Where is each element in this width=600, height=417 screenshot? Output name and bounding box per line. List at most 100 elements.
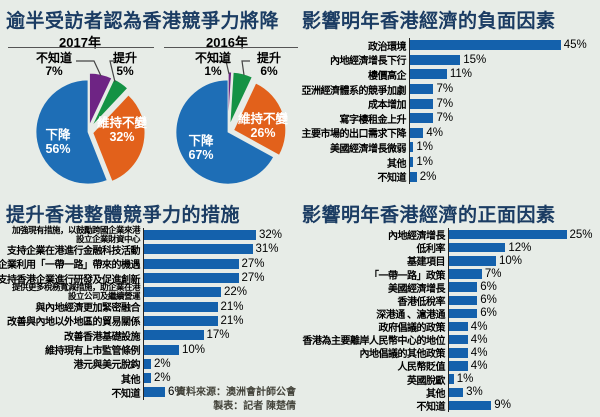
bar-row: 主要市場的出口需求下降 4%: [301, 125, 598, 141]
divider-line: [164, 47, 298, 49]
bar-row: 內地經濟增長下行 15%: [302, 52, 598, 68]
bar-track: 2%: [143, 356, 298, 371]
pie-chart-2016: 2016年 不知道 1% 提升 6% 下降 67% 維持不變 26%: [156, 32, 298, 198]
bar-row: 香港低稅率 6%: [302, 293, 598, 308]
bar-row: 「一帶一路」政策 7%: [302, 267, 598, 282]
bar-row: 支持企業在港進行金融科技活動 31%: [6, 242, 298, 257]
bar-row: 人民幣貶值 4%: [302, 359, 598, 373]
bar-track: 7%: [448, 267, 598, 281]
bar-category-label: 改善與內地以外地區的貿易關係: [7, 317, 141, 329]
pie-callout-label: 不知道 7%: [35, 51, 72, 78]
bar-category-label: 深港通 、滬港通: [376, 309, 445, 321]
section-title-measures: 提升香港整體競爭力的措施: [6, 205, 241, 226]
bar-category-label: 低利率: [416, 244, 446, 256]
bar-value: 1%: [416, 156, 433, 169]
bar: [410, 142, 414, 153]
bar-row: 改善香港基礎設施 17%: [6, 328, 298, 343]
bar-value: 10%: [499, 254, 523, 267]
bar-row: 香港為主要離岸人民幣中心的地位 4%: [302, 333, 598, 348]
pie-2016-svg: [175, 60, 287, 185]
pointer-line: [214, 60, 230, 75]
bar-row: 樓價高企 11%: [302, 67, 598, 82]
bar-row: 支持香港企業進行研發及促進創新 27%: [0, 270, 298, 286]
bar: [410, 84, 434, 95]
bar: [449, 308, 478, 319]
bar-value: 7%: [436, 97, 454, 110]
bar-track: 6%: [448, 306, 598, 320]
bar-value: 17%: [206, 329, 230, 342]
bar: [449, 400, 492, 411]
bar-value: 9%: [494, 399, 511, 412]
bar-track: 27%: [143, 270, 298, 286]
bar-value: 1%: [416, 141, 433, 154]
bar-track: 27%: [143, 256, 298, 271]
bar-track: 4%: [448, 346, 598, 360]
bar-value: 22%: [224, 286, 248, 299]
bar-track: 17%: [143, 328, 298, 343]
bar-category-label: 提供更多稅務寬減措施，助企業在港 設立公司及繼續營運: [11, 282, 141, 302]
bar-category-label: 加強現有措施，以鼓勵跨國企業來港 設立企業財資中心: [11, 224, 141, 245]
bar-row: 內地經濟增長 25%: [302, 228, 598, 243]
bar-value: 2%: [154, 357, 171, 370]
credit-line: 製表：記者 陳楚倩: [213, 401, 296, 412]
bar-track: 6%: [448, 293, 598, 307]
bar-row: 其他 2%: [6, 370, 298, 386]
bar: [144, 244, 253, 255]
pie-chart-2017: 2017年 不知道 7% 提升 5% 下降 56% 維持不變 32%: [6, 32, 154, 198]
bar-category-label: 其他: [387, 158, 407, 170]
bar-value: 10%: [182, 343, 206, 356]
bar: [144, 373, 151, 384]
bar: [449, 361, 468, 371]
bar-track: 11%: [409, 67, 598, 82]
bar-category-label: 內地經濟增長: [388, 231, 446, 243]
bar-value: 7%: [484, 267, 502, 280]
bar-category-label: 其他: [426, 388, 446, 400]
bar-track: 15%: [409, 52, 598, 68]
pie-callout-label: 不知道 1%: [194, 51, 231, 78]
bar-category-label: 樓價高企: [368, 70, 407, 82]
bar: [449, 229, 567, 240]
bar-track: 2%: [409, 169, 598, 184]
bar-row: 與內地經濟更加緊密融合 21%: [6, 299, 298, 315]
bar-category-label: 支持香港企業進行研發及促進創新: [0, 274, 140, 286]
bar-row: 成本增加 7%: [302, 96, 598, 111]
bar-track: 7%: [409, 96, 598, 111]
bar: [449, 295, 478, 306]
bar-category-label: 主要市場的出口需求下降: [301, 129, 407, 141]
bar-value: 4%: [426, 126, 444, 139]
bar-value: 11%: [449, 68, 473, 81]
bar-category-label: 香港為主要離岸人民幣中心的地位: [302, 336, 446, 348]
bar-value: 21%: [220, 314, 244, 327]
bar-row: 加強現有措施，以鼓勵跨國企業來港 設立企業財資中心 32%: [6, 224, 298, 245]
bar-value: 6%: [168, 386, 185, 399]
section-title-negative-factors: 影響明年香港經濟的負面因素: [302, 11, 556, 32]
bar: [144, 301, 218, 312]
pie-slice: [229, 71, 253, 125]
bar-category-label: 內地經濟增長下行: [330, 56, 407, 68]
bar-value: 6%: [480, 281, 497, 294]
bar-category-label: 其他: [121, 374, 141, 386]
pie-slice: [233, 82, 287, 156]
section-positive-factors: 影響明年香港經濟的正面因素 內地經濟增長 25% 低利率 12% 基建項目 10% 「一帶一…: [302, 200, 598, 414]
bar-category-label: 與內地經濟更加緊密融合: [35, 303, 141, 315]
bar-value: 21%: [220, 300, 244, 313]
bar-value: 32%: [259, 229, 283, 242]
bar: [449, 321, 468, 332]
bar-value: 27%: [241, 257, 265, 270]
bar-track: 25%: [448, 228, 598, 242]
pie-inside-label: 下降 56%: [45, 128, 71, 156]
bar-value: 4%: [470, 320, 488, 333]
bar-track: 4%: [409, 125, 598, 141]
bar-track: 10%: [448, 254, 598, 268]
bar-category-label: 支持企業利用「一帶一路」帶來的機遇: [0, 260, 140, 272]
bar: [144, 315, 218, 326]
bar-chart-positive-factors: 內地經濟增長 25% 低利率 12% 基建項目 10% 「一帶一路」政策 7% 美國經濟增長 6%…: [302, 228, 598, 413]
bar: [449, 374, 454, 384]
bar-row: 其他 3%: [302, 385, 598, 400]
pie-callout-label: 提升 6%: [256, 51, 281, 78]
bar-row: 美國經濟增長微弱 1%: [302, 140, 598, 155]
bar: [410, 171, 417, 182]
source-line: 資料來源：澳洲會計師公會: [176, 387, 296, 398]
bar-track: 12%: [448, 241, 598, 255]
bar: [144, 330, 204, 341]
